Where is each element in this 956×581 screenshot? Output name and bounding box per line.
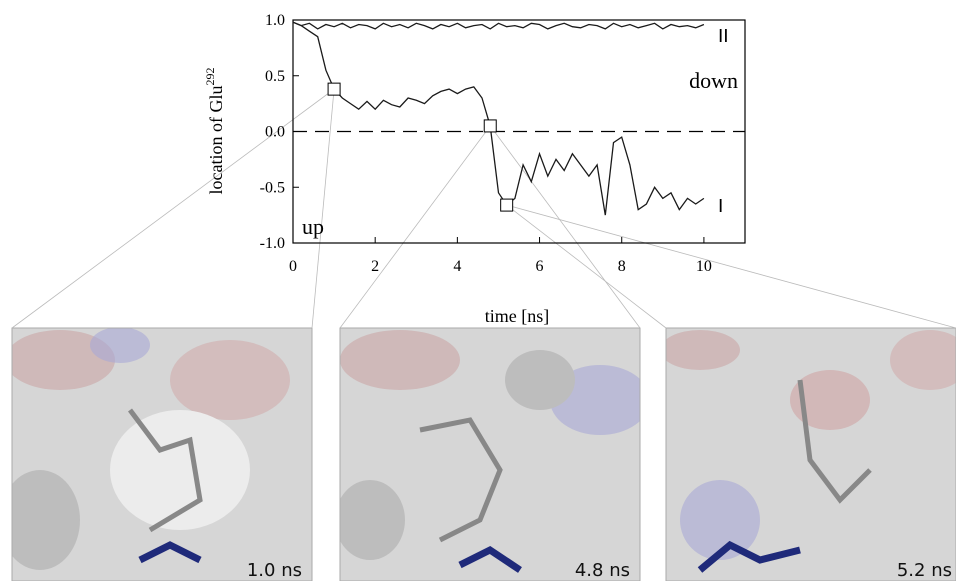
y-tick-label: -0.5	[260, 179, 285, 196]
panel-image	[666, 328, 956, 581]
x-tick-label: 0	[289, 258, 297, 275]
connector	[339, 125, 491, 329]
connector	[506, 204, 956, 329]
panel-label: 1.0 ns	[247, 560, 302, 581]
y-tick-label: 0.5	[265, 68, 285, 85]
series-line	[292, 21, 705, 30]
panel-label: 5.2 ns	[897, 560, 952, 581]
y-axis-label-sup: 292	[203, 68, 217, 86]
connector	[506, 204, 667, 329]
annotation: I	[718, 196, 723, 217]
y-tick-label: 1.0	[265, 12, 285, 29]
snapshot-marker	[483, 119, 497, 133]
connector	[489, 125, 641, 329]
snapshot-marker	[327, 82, 341, 96]
x-tick-label: 2	[371, 258, 379, 275]
connector	[311, 89, 335, 329]
connectors	[11, 88, 956, 329]
x-tick-label: 8	[618, 258, 626, 275]
annotation: down	[689, 68, 738, 93]
connector	[11, 88, 335, 329]
x-tick-label: 10	[696, 258, 712, 275]
panel-label: 4.8 ns	[575, 560, 630, 581]
panel-image	[12, 328, 312, 581]
series-line	[292, 21, 705, 216]
annotation: II	[718, 26, 729, 47]
panel-images	[11, 327, 956, 581]
x-axis-label: time [ns]	[485, 306, 550, 326]
snapshot-marker	[500, 198, 514, 212]
y-axis-label: location of Glu292	[203, 68, 226, 195]
y-axis-label-main: location of Glu	[206, 86, 226, 195]
x-tick-label: 6	[536, 258, 544, 275]
panel-image	[340, 328, 640, 581]
y-tick-label: 0.0	[265, 124, 285, 141]
annotation: up	[302, 214, 324, 239]
x-tick-label: 4	[453, 258, 461, 275]
y-tick-label: -1.0	[260, 235, 285, 252]
